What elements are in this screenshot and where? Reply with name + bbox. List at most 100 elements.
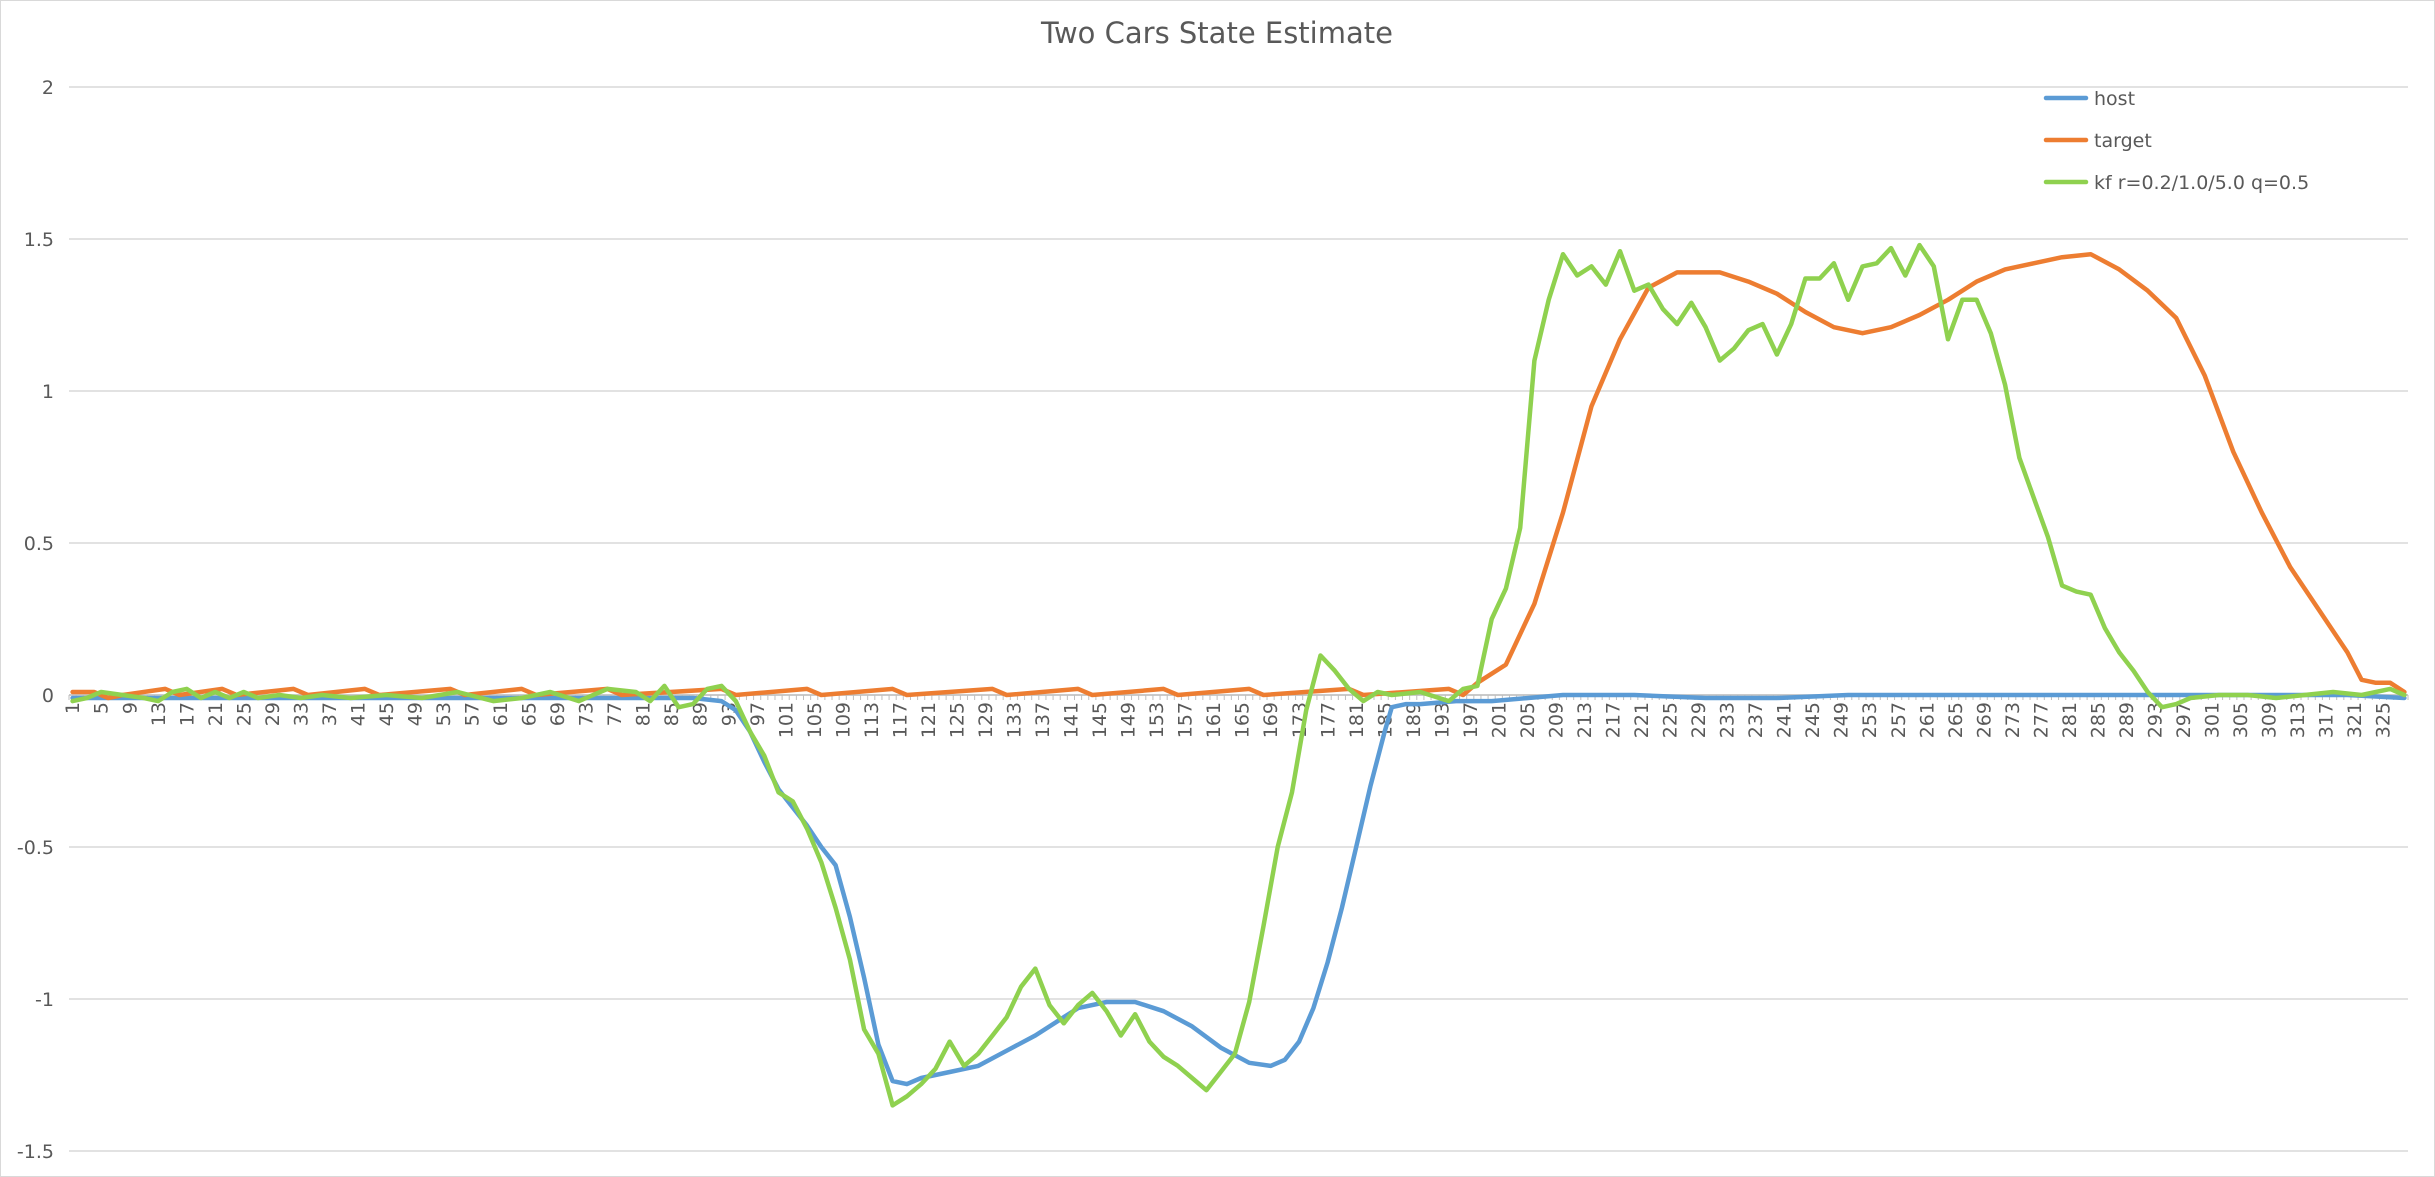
x-tick-label: 141: [1061, 702, 1083, 738]
y-tick-label: -0.5: [17, 837, 54, 859]
x-tick-label: 301: [2202, 702, 2224, 738]
y-tick-label: 2: [42, 77, 54, 99]
x-tick-label: 161: [1203, 702, 1225, 738]
y-tick-label: 0: [42, 685, 54, 707]
x-tick-label: 133: [1004, 702, 1026, 738]
series-line-host: [70, 692, 2407, 1087]
x-tick-label: 205: [1517, 702, 1539, 738]
x-tick-label: 81: [633, 702, 655, 726]
legend: host target kf r=0.2/1.0/5.0 q=0.5: [2043, 88, 2309, 194]
gridlines: [69, 86, 2408, 1152]
x-tick-label: 77: [604, 702, 626, 726]
x-tick-label: 29: [262, 702, 284, 726]
x-tick-label: 285: [2087, 702, 2109, 738]
x-tick-label: 229: [1688, 702, 1710, 738]
y-tick-label: -1.5: [17, 1141, 54, 1163]
x-tick-label: 1: [62, 702, 84, 714]
x-tick-label: 57: [462, 702, 484, 726]
x-tick-label: 197: [1460, 702, 1482, 738]
x-tick-label: 145: [1089, 702, 1111, 738]
y-axis-tick-labels: 2 1.5 1 0.5 0 -0.5 -1 -1.5: [17, 77, 54, 1163]
x-tick-label: 61: [490, 702, 512, 726]
y-tick-label: 1: [42, 381, 54, 403]
x-tick-label: 253: [1859, 702, 1881, 738]
x-tick-label: 217: [1603, 702, 1625, 738]
x-tick-label: 21: [205, 702, 227, 726]
x-tick-label: 25: [233, 702, 255, 726]
x-tick-label: 89: [690, 702, 712, 726]
legend-label: host: [2094, 88, 2135, 110]
x-tick-label: 189: [1403, 702, 1425, 738]
x-tick-label: 201: [1488, 702, 1510, 738]
x-tick-label: 209: [1545, 702, 1567, 738]
x-tick-label: 273: [2002, 702, 2024, 738]
x-tick-label: 221: [1631, 702, 1653, 738]
legend-label: target: [2094, 130, 2152, 152]
x-tick-label: 297: [2173, 702, 2195, 738]
x-tick-label: 73: [576, 702, 598, 726]
y-tick-label: 0.5: [24, 533, 54, 555]
x-tick-label: 69: [547, 702, 569, 726]
x-tick-label: 169: [1260, 702, 1282, 738]
x-tick-label: 261: [1916, 702, 1938, 738]
series-line-target: [70, 251, 2407, 701]
x-tick-label: 41: [347, 702, 369, 726]
x-tick-label: 157: [1175, 702, 1197, 738]
x-tick-label: 117: [889, 702, 911, 738]
x-tick-label: 237: [1745, 702, 1767, 738]
x-tick-label: 9: [119, 702, 141, 714]
x-tick-label: 5: [91, 702, 113, 714]
x-tick-label: 281: [2059, 702, 2081, 738]
x-tick-label: 149: [1118, 702, 1140, 738]
x-tick-label: 193: [1431, 702, 1453, 738]
x-tick-label: 49: [405, 702, 427, 726]
x-tick-label: 105: [804, 702, 826, 738]
series-lines: [70, 242, 2407, 1108]
x-tick-label: 153: [1146, 702, 1168, 738]
x-tick-label: 33: [290, 702, 312, 726]
x-tick-label: 181: [1346, 702, 1368, 738]
x-tick-label: 213: [1574, 702, 1596, 738]
x-tick-label: 109: [832, 702, 854, 738]
x-tick-label: 225: [1660, 702, 1682, 738]
x-tick-label: 325: [2373, 702, 2395, 738]
chart-title: Two Cars State Estimate: [1040, 16, 1393, 50]
x-tick-label: 257: [1888, 702, 1910, 738]
x-tick-label: 321: [2344, 702, 2366, 738]
x-tick-label: 129: [975, 702, 997, 738]
x-tick-label: 241: [1774, 702, 1796, 738]
x-tick-label: 269: [1973, 702, 1995, 738]
x-tick-label: 17: [176, 702, 198, 726]
x-tick-label: 125: [946, 702, 968, 738]
legend-label: kf r=0.2/1.0/5.0 q=0.5: [2094, 172, 2309, 194]
x-tick-label: 245: [1802, 702, 1824, 738]
x-axis: 1 5 9 13 17 21 25 29 33 37 41 45 49 53 57 61 65 69 73 77 81 8…: [62, 694, 2409, 738]
x-tick-label: 113: [861, 702, 883, 738]
x-tick-label: 293: [2144, 702, 2166, 738]
y-tick-label: 1.5: [24, 229, 54, 251]
x-tick-label: 233: [1717, 702, 1739, 738]
x-tick-label: 97: [747, 702, 769, 726]
x-tick-label: 289: [2116, 702, 2138, 738]
x-tick-label: 313: [2287, 702, 2309, 738]
x-tick-label: 249: [1831, 702, 1853, 738]
x-tick-label: 121: [918, 702, 940, 738]
series-line-kf: [70, 242, 2407, 1108]
x-tick-label: 165: [1232, 702, 1254, 738]
x-tick-label: 53: [433, 702, 455, 726]
x-tick-label: 317: [2316, 702, 2338, 738]
x-tick-label: 309: [2259, 702, 2281, 738]
x-tick-label: 177: [1317, 702, 1339, 738]
x-tick-label: 101: [775, 702, 797, 738]
x-tick-label: 13: [148, 702, 170, 726]
x-tick-label: 265: [1945, 702, 1967, 738]
x-tick-label: 45: [376, 702, 398, 726]
x-tick-label: 37: [319, 702, 341, 726]
x-tick-label: 277: [2030, 702, 2052, 738]
x-tick-label: 65: [519, 702, 541, 726]
x-tick-label: 305: [2230, 702, 2252, 738]
x-tick-label: 137: [1032, 702, 1054, 738]
y-tick-label: -1: [35, 989, 54, 1011]
